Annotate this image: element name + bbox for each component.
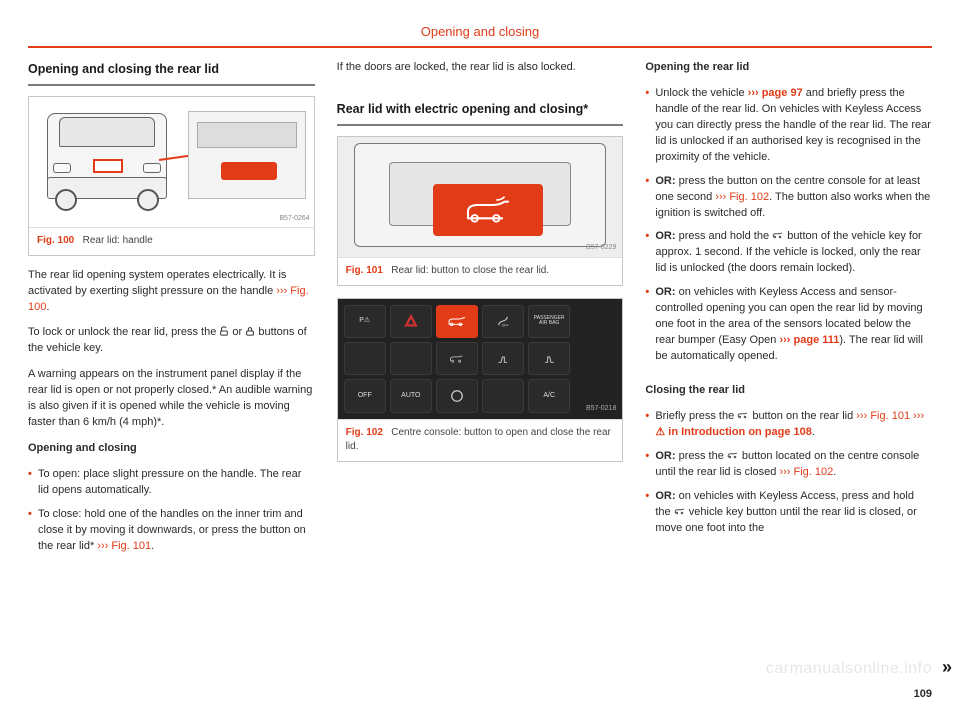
paragraph: If the doors are locked, the rear lid is…: [337, 60, 624, 76]
page-header-title: Opening and closing: [421, 24, 540, 39]
manual-page: Opening and closing Opening and closing …: [0, 0, 960, 708]
bullet-item: Unlock the vehicle ››› page 97 and brief…: [645, 86, 932, 166]
seat-heat-right-button: [528, 342, 570, 375]
bullet-item: OR: press and hold the button of the veh…: [645, 229, 932, 277]
columns: Opening and closing the rear lid: [28, 60, 932, 684]
figure-100-image: B57-0264: [29, 97, 314, 227]
paragraph: A warning appears on the instrument pane…: [28, 367, 315, 431]
subheading: Opening the rear lid: [645, 60, 932, 76]
park-assist-button: P⚠: [344, 305, 386, 338]
rear-lid-inner-illustration: [354, 143, 607, 247]
rear-lid-icon: [674, 506, 686, 516]
car-rear-illustration: [37, 107, 177, 217]
dial-button: [436, 379, 478, 412]
rear-lid-icon: [772, 230, 784, 240]
blank-button: [390, 342, 432, 375]
page-number: 109: [914, 688, 932, 700]
figure-102: P⚠ OFF: [337, 298, 624, 462]
fig-ref: ››› Fig. 102: [779, 466, 833, 478]
figure-101-caption: Fig. 101 Rear lid: button to close the r…: [338, 257, 623, 285]
hazard-button: [390, 305, 432, 338]
fig-ref: ››› Fig. 101: [97, 540, 151, 552]
figure-number: Fig. 101: [346, 265, 383, 276]
warning-icon: ⚠: [655, 425, 665, 441]
rear-lid-small-button: [436, 342, 478, 375]
figure-caption-text: Centre console: button to open and close…: [346, 427, 611, 453]
paragraph: To lock or unlock the rear lid, press th…: [28, 325, 315, 357]
lock-icon: [245, 326, 255, 336]
subheading: Opening and closing: [28, 441, 315, 457]
image-tag: B57-0218: [586, 404, 616, 414]
bullet-item: OR: on vehicles with Keyless Access and …: [645, 285, 932, 365]
page-ref: ››› page 97: [748, 87, 803, 99]
figure-102-image: P⚠ OFF: [338, 299, 623, 419]
section-heading: Rear lid with electric opening and closi…: [337, 100, 624, 126]
column-3: Opening the rear lid Unlock the vehicle …: [645, 60, 932, 684]
rear-lid-open-button: [436, 305, 478, 338]
column-2: If the doors are locked, the rear lid is…: [337, 60, 624, 684]
continuation-marker: »: [942, 657, 952, 678]
blank-button: [482, 379, 524, 412]
column-1: Opening and closing the rear lid: [28, 60, 315, 684]
fig-ref: ››› Fig. 101: [856, 410, 910, 422]
off-button: OFF: [344, 379, 386, 412]
image-tag: B57-0229: [586, 243, 616, 253]
figure-number: Fig. 100: [37, 235, 74, 246]
unlock-icon: [219, 326, 229, 336]
image-tag: B57-0264: [279, 214, 309, 224]
rear-lid-handle-highlight: [93, 159, 123, 173]
airbag-indicator: PASSENGER AIR BAG: [528, 305, 570, 338]
rear-lid-icon: [737, 410, 749, 420]
figure-101: B57-0229 Fig. 101 Rear lid: button to cl…: [337, 136, 624, 286]
section-heading: Opening and closing the rear lid: [28, 60, 315, 86]
bullet-item: To close: hold one of the handles on the…: [28, 507, 315, 555]
blank-button: [344, 342, 386, 375]
figure-101-image: B57-0229: [338, 137, 623, 257]
page-ref: ››› page 111: [779, 334, 839, 346]
esp-off-button: OFF: [482, 305, 524, 338]
ac-button: A/C: [528, 379, 570, 412]
figure-100-caption: Fig. 100 Rear lid: handle: [29, 227, 314, 255]
bullet-item: OR: press the button located on the cent…: [645, 449, 932, 481]
bullet-item: OR: on vehicles with Keyless Access, pre…: [645, 489, 932, 537]
bullet-item: Briefly press the button on the rear lid…: [645, 409, 932, 441]
centre-console-illustration: P⚠ OFF: [344, 305, 617, 413]
figure-caption-text: Rear lid: handle: [83, 235, 153, 246]
bullet-item: To open: place slight pressure on the ha…: [28, 467, 315, 499]
subheading: Closing the rear lid: [645, 383, 932, 399]
auto-button: AUTO: [390, 379, 432, 412]
figure-number: Fig. 102: [346, 427, 383, 438]
paragraph: The rear lid opening system operates ele…: [28, 268, 315, 316]
figure-102-caption: Fig. 102 Centre console: button to open …: [338, 419, 623, 461]
figure-100: B57-0264 Fig. 100 Rear lid: handle: [28, 96, 315, 256]
rear-lid-icon: [727, 450, 739, 460]
page-header: Opening and closing: [28, 18, 932, 48]
fig-ref: ››› Fig. 102: [715, 191, 769, 203]
bullet-item: OR: press the button on the centre conso…: [645, 174, 932, 222]
intro-ref: in Introduction on page 108: [665, 426, 812, 438]
rear-lid-icon: [447, 314, 467, 328]
close-button-panel: [433, 184, 543, 236]
svg-text:OFF: OFF: [502, 324, 509, 328]
rear-lid-icon: [462, 195, 514, 225]
handle-zoom-inset: [188, 111, 306, 199]
seat-heat-left-button: [482, 342, 524, 375]
figure-caption-text: Rear lid: button to close the rear lid.: [391, 265, 549, 276]
